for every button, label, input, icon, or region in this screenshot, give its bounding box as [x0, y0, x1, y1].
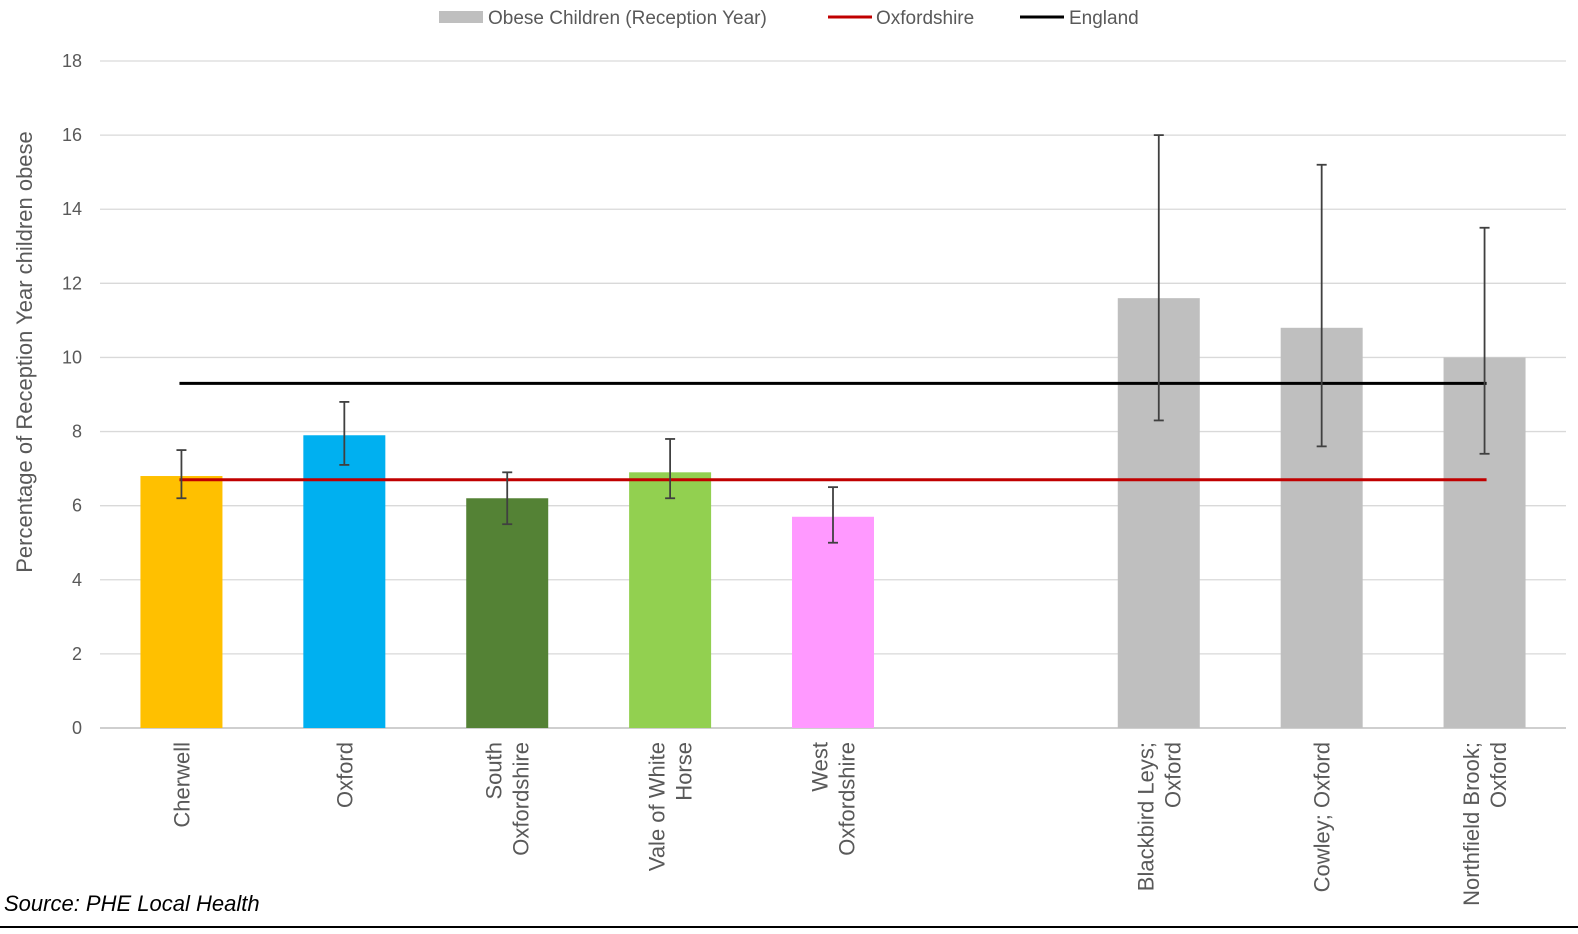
x-axis-label: Oxford: [1486, 742, 1511, 808]
source-note: Source: PHE Local Health: [4, 891, 260, 916]
legend-swatch: [439, 11, 483, 23]
y-tick-label: 16: [62, 125, 82, 145]
x-axis-label: Oxford: [1160, 742, 1185, 808]
bar: [303, 435, 386, 728]
x-axis-label: Northfield Brook;: [1459, 742, 1484, 906]
y-axis-ticks: 0 2 4 6 8 10 12 14 16 18: [62, 51, 82, 738]
error-bar: [1479, 226, 1490, 455]
x-axis-label: Oxfordshire: [835, 742, 860, 856]
y-tick-label: 6: [72, 496, 82, 516]
legend-item: Oxfordshire: [828, 8, 974, 29]
legend: Obese Children (Reception Year) Oxfordshi…: [439, 8, 1139, 29]
legend-item: Obese Children (Reception Year): [439, 8, 767, 29]
y-tick-label: 8: [72, 422, 82, 442]
error-bar: [665, 438, 676, 500]
legend-item: England: [1020, 8, 1139, 29]
bars: [140, 298, 1526, 728]
error-bar: [502, 471, 513, 526]
x-axis-label: Cowley; Oxford: [1310, 742, 1335, 892]
y-tick-label: 10: [62, 347, 82, 367]
x-axis-label: West: [808, 742, 833, 792]
x-axis-label: Cherwell: [169, 742, 194, 828]
y-tick-label: 0: [72, 718, 82, 738]
bar: [140, 476, 223, 728]
bar: [466, 498, 549, 728]
y-tick-label: 14: [62, 199, 82, 219]
error-bar: [828, 486, 838, 544]
y-tick-label: 4: [72, 570, 82, 590]
y-tick-label: 12: [62, 273, 82, 293]
x-axis-label: Oxfordshire: [509, 742, 534, 856]
error-bar: [1316, 163, 1327, 448]
error-bar: [1153, 134, 1164, 422]
y-axis-title: Percentage of Reception Year children ob…: [12, 131, 37, 573]
x-axis-labels: Cherwell Oxford South Oxfordshire Vale of Wh…: [169, 742, 1511, 906]
y-tick-label: 18: [62, 51, 82, 71]
x-axis-label: Blackbird Leys;: [1133, 742, 1158, 891]
reference-lines: [179, 381, 1487, 482]
legend-label: Oxfordshire: [876, 8, 974, 29]
bar: [629, 472, 712, 728]
x-axis-label: South: [482, 742, 507, 800]
legend-label: Obese Children (Reception Year): [488, 8, 767, 29]
error-bar: [176, 449, 187, 500]
legend-label: England: [1069, 8, 1139, 29]
bottom-border: [0, 926, 1578, 928]
error-bars: [176, 134, 1490, 544]
error-bar: [339, 401, 350, 466]
x-axis-label: Vale of White: [645, 742, 670, 871]
x-axis-label: Oxford: [332, 742, 357, 808]
bar: [792, 516, 874, 728]
y-tick-label: 2: [72, 644, 82, 664]
x-axis-label: Horse: [672, 742, 697, 801]
